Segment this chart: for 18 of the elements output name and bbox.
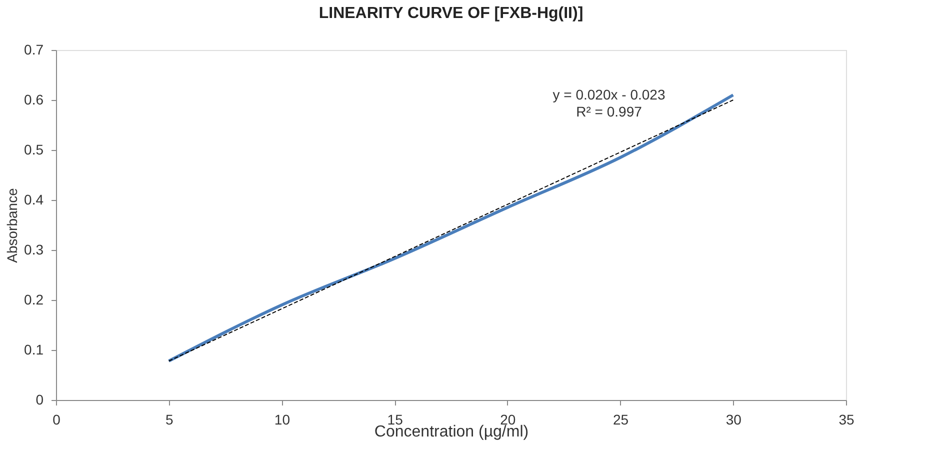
x-tick-label: 30	[726, 412, 742, 428]
x-tick-label: 0	[52, 412, 61, 428]
y-tick-label: 0.3	[24, 242, 44, 258]
y-tick-label: 0.1	[24, 342, 44, 358]
annotation: R² = 0.997	[576, 104, 642, 120]
y-tick-label: 0.7	[24, 42, 44, 58]
x-tick-label: 25	[612, 412, 629, 428]
x-tick-label: 5	[165, 412, 174, 428]
y-tick-label: 0.6	[24, 92, 44, 108]
x-tick-label: 35	[838, 412, 854, 428]
y-tick-label: 0.2	[24, 292, 44, 308]
y-tick-label: 0.4	[24, 192, 44, 208]
chart-title: LINEARITY CURVE OF [FXB-Hg(II)]	[318, 5, 584, 22]
y-axis-title: Absorbance	[4, 188, 20, 263]
y-tick-label: 0	[36, 392, 44, 408]
annotation: y = 0.020x - 0.023	[552, 86, 666, 102]
x-tick-label: 10	[274, 412, 290, 428]
y-tick-label: 0.5	[24, 142, 44, 158]
